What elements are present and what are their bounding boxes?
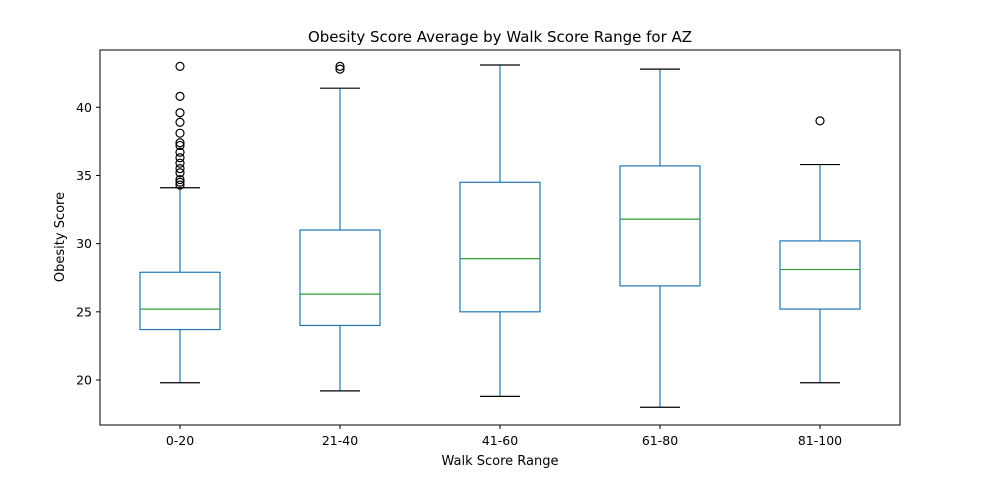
box-iqr	[459, 181, 541, 313]
outlier-point	[175, 174, 185, 185]
outlier-point	[175, 164, 185, 174]
plot-frame	[99, 49, 901, 426]
outlier-point	[175, 147, 185, 157]
y-tick-label: 25	[76, 304, 92, 319]
plot-area: 20 25 30 35 40 0-20 21-40 41-60 61-80 81-100	[76, 61, 861, 448]
outlier-point	[175, 61, 185, 71]
box-iqr	[299, 229, 381, 327]
y-tick-label: 30	[76, 236, 92, 251]
outlier-point	[335, 61, 345, 71]
box-iqr	[619, 165, 701, 287]
outlier-point	[335, 64, 345, 74]
y-tick-label: 20	[76, 373, 92, 388]
y-tick-label: 35	[76, 168, 92, 183]
x-tick-label: 61-80	[642, 433, 678, 448]
x-axis-label: Walk Score Range	[441, 454, 558, 469]
box-iqr	[139, 271, 221, 331]
box-iqr	[779, 240, 861, 310]
outlier-point	[815, 116, 825, 126]
x-tick-label: 0-20	[166, 433, 194, 448]
outlier-point	[175, 91, 185, 101]
outlier-point	[175, 108, 185, 118]
outlier-point	[175, 180, 185, 190]
outlier-point	[175, 158, 185, 168]
x-tick-label: 21-40	[322, 433, 358, 448]
x-tick-label: 41-60	[482, 433, 518, 448]
x-tick-label: 81-100	[798, 433, 842, 448]
outlier-point	[175, 128, 185, 138]
outlier-point	[175, 168, 185, 178]
y-tick-label: 40	[76, 100, 92, 115]
y-axis-label: Obesity Score	[53, 192, 68, 282]
outlier-point	[175, 153, 185, 163]
outlier-point	[175, 117, 185, 127]
chart-title: Obesity Score Average by Walk Score Rang…	[308, 28, 692, 46]
outlier-point	[175, 138, 185, 148]
outlier-point	[175, 140, 185, 151]
outlier-point	[175, 177, 185, 187]
